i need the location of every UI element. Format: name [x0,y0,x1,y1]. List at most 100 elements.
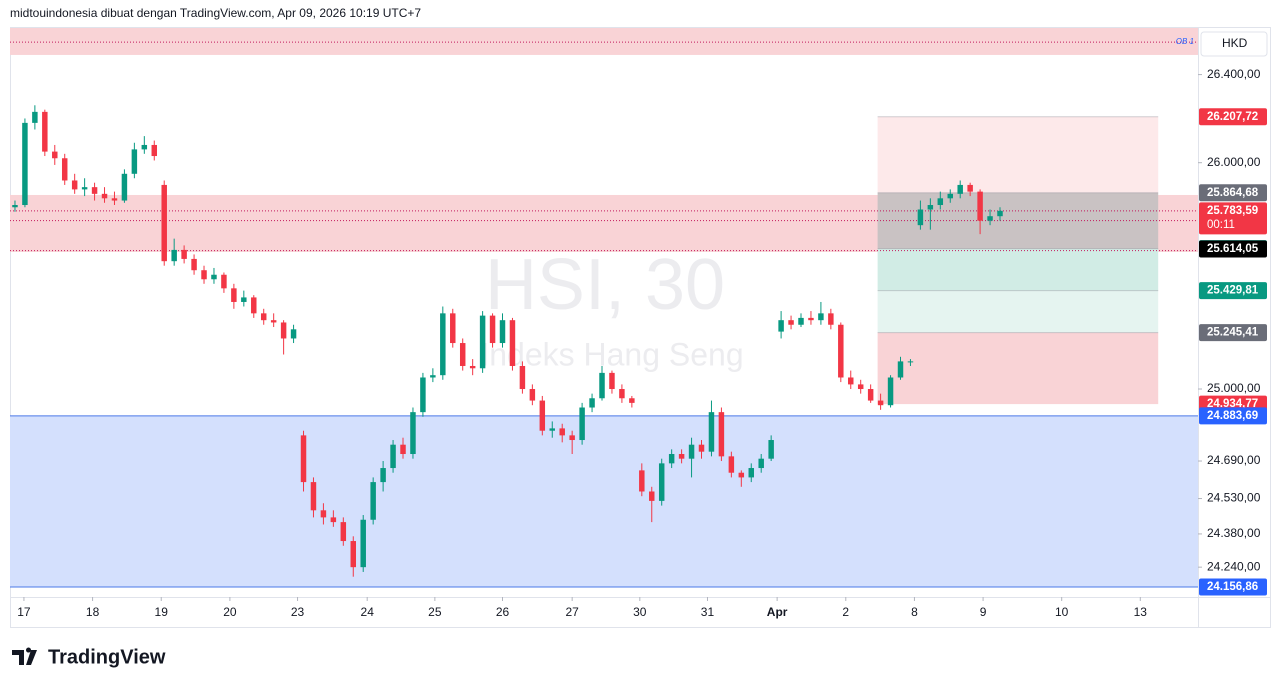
zone [877,332,1159,405]
candle-body [231,288,237,302]
candle-body [619,389,625,399]
candle-body [997,210,1003,217]
x-tick-label: 25 [428,605,442,619]
candle-body [738,472,745,478]
candle-body [589,398,595,408]
candle-body [519,365,526,390]
candle-body [360,519,366,568]
price-label: 25.864,68 [1207,187,1259,199]
candle-body [22,122,28,206]
candle-body [967,184,973,192]
candle-body [459,343,466,366]
price-label: 25.614,05 [1207,243,1259,255]
candle-body [12,205,18,208]
logo-text: TradingView [48,646,166,668]
candle-body [768,440,774,459]
candle-body [440,313,446,376]
candle-body [161,184,167,262]
candle-body [260,313,267,321]
candle-body [211,274,217,280]
frame [10,27,1271,628]
zone [10,415,1198,587]
candle-body [599,372,605,399]
candle-body [897,361,904,378]
candle-body [400,444,406,455]
candle-body [838,324,844,378]
x-tick-label: 27 [565,605,579,619]
x-tick-label: 30 [633,605,647,619]
candle-body [957,184,963,194]
price-label: 26.207,72 [1207,111,1258,123]
candle-body [151,144,158,157]
candle-body [42,111,48,152]
x-tick-label: 26 [496,605,510,619]
price-label: 25.245,41 [1207,327,1259,339]
background-layer: OB 1 [10,28,1198,588]
zone [877,290,1159,333]
x-tick-label: 9 [980,605,987,619]
candle-body [191,258,197,271]
candle-body [81,187,88,190]
candle-body [987,216,993,221]
candle-body [469,365,476,369]
x-tick-label: 10 [1055,605,1069,619]
x-tick-label: 24 [361,605,375,619]
logo-icon [12,647,37,665]
y-tick-label: 24.530,00 [1207,491,1261,505]
candle-body [111,198,118,201]
candle-body [808,317,814,321]
x-tick-label: 13 [1134,605,1148,619]
x-tick-label: 20 [223,605,237,619]
y-tick-label: 26.000,00 [1207,155,1261,169]
candle-body [678,454,685,459]
x-tick-label: 31 [701,605,715,619]
y-tick-label: 24.690,00 [1207,453,1261,467]
candle-body [71,180,78,190]
candle-body [450,313,456,344]
candle-body [549,428,555,431]
candle-body [559,428,565,436]
y-tick-label: 25.000,00 [1207,381,1261,395]
price-label-box [1199,240,1267,258]
candle-body [430,375,436,378]
candle-body [529,389,536,401]
candle-body [499,320,506,344]
x-tick-label: 17 [17,605,31,619]
zone [10,28,1198,55]
zone [877,116,1159,193]
x-tick-label: Apr [767,605,788,619]
x-tick-label: 8 [911,605,918,619]
candle-body [61,158,68,181]
candle-body [380,468,386,483]
price-label-box [1199,407,1267,425]
candle-body [32,111,38,123]
candle-body [52,151,58,159]
candle-body [310,482,317,511]
candle-body [927,205,934,210]
price-label: 25.783,59 [1207,205,1258,217]
candle-body [420,377,426,413]
currency-box [1200,31,1268,57]
candle-body [828,313,834,325]
price-label-box [1199,108,1267,126]
candle-body [241,297,247,302]
x-tick-label: 18 [86,605,100,619]
candle-body [698,444,705,452]
candle-body [489,315,496,344]
price-label: 24.883,69 [1207,410,1258,422]
candle-body [629,398,635,403]
candle-body [390,444,396,469]
candle-body [857,384,864,390]
candle-body [788,320,794,325]
x-tick-label: 19 [155,605,169,619]
watermark-title: HSI, 30 [485,245,725,325]
price-countdown: 00:11 [1207,219,1235,231]
price-label-box [1199,578,1267,596]
candle-body [748,468,754,478]
candle-body [539,400,546,431]
price-label-box [1199,184,1267,202]
candle-body [867,389,874,401]
candle-body [877,400,884,406]
candle-body [181,249,187,259]
